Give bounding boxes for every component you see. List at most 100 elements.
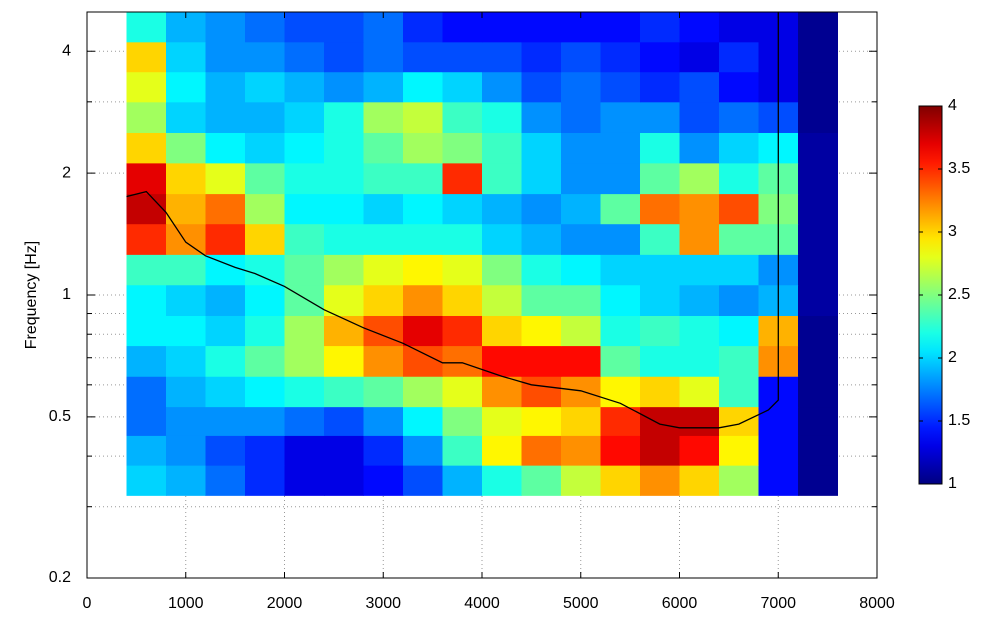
colorbar-tick-label: 3.5 bbox=[948, 160, 970, 177]
heatmap-cell bbox=[126, 465, 167, 496]
heatmap-cell bbox=[324, 465, 364, 496]
heatmap-cell bbox=[126, 345, 167, 377]
x-tick-label: 8000 bbox=[859, 595, 895, 612]
heatmap-cell bbox=[403, 435, 443, 466]
heatmap-cell bbox=[679, 465, 720, 496]
heatmap-cell bbox=[324, 101, 364, 133]
heatmap-cell bbox=[205, 41, 246, 73]
heatmap-cell bbox=[679, 345, 720, 377]
heatmap-cell bbox=[324, 315, 364, 347]
heatmap-cell bbox=[798, 435, 838, 466]
heatmap-cell bbox=[284, 101, 325, 133]
heatmap-cell bbox=[719, 315, 759, 347]
heatmap-cell bbox=[205, 71, 246, 103]
heatmap-cell bbox=[521, 406, 562, 436]
heatmap-cell bbox=[640, 162, 680, 195]
heatmap-cell bbox=[719, 71, 759, 103]
heatmap-cell bbox=[403, 254, 443, 286]
heatmap-cell bbox=[679, 132, 720, 164]
heatmap-cell bbox=[126, 406, 167, 436]
heatmap-cell bbox=[442, 132, 483, 164]
heatmap-cell bbox=[640, 465, 680, 496]
heatmap-cell bbox=[363, 71, 404, 103]
heatmap-cell bbox=[719, 193, 759, 225]
heatmap-cell bbox=[482, 162, 522, 195]
heatmap-cell bbox=[166, 162, 206, 195]
heatmap-cell bbox=[205, 435, 246, 466]
heatmap-cell bbox=[284, 162, 325, 195]
heatmap-cell bbox=[442, 71, 483, 103]
heatmap-cell bbox=[284, 435, 325, 466]
colorbar-tick-label: 4 bbox=[948, 97, 957, 114]
heatmap-cell bbox=[482, 284, 522, 316]
heatmap-cell bbox=[245, 254, 285, 286]
heatmap-cell bbox=[166, 465, 206, 496]
heatmap-cell bbox=[403, 41, 443, 73]
heatmap-cell bbox=[719, 223, 759, 255]
heatmap-cell bbox=[719, 376, 759, 408]
heatmap-cell bbox=[561, 162, 601, 195]
heatmap-cell bbox=[205, 345, 246, 377]
heatmap-cell bbox=[798, 101, 838, 133]
heatmap-cell bbox=[521, 223, 562, 255]
heatmap-cell bbox=[442, 315, 483, 347]
heatmap-cell bbox=[245, 284, 285, 316]
x-tick-label: 4000 bbox=[464, 595, 500, 612]
heatmap-cell bbox=[600, 101, 641, 133]
heatmap-cell bbox=[166, 223, 206, 255]
heatmap-cell bbox=[719, 406, 759, 436]
heatmap-cell bbox=[561, 254, 601, 286]
ridge-line bbox=[126, 12, 779, 429]
colorbar-tick-label: 2.5 bbox=[948, 286, 970, 303]
heatmap-cell bbox=[561, 345, 601, 377]
y-tick-label: 0.2 bbox=[49, 569, 71, 586]
heatmap-cell bbox=[600, 71, 641, 103]
heatmap-cell bbox=[679, 12, 720, 43]
heatmap-cell bbox=[205, 193, 246, 225]
heatmap-cell bbox=[719, 12, 759, 43]
x-tick-label: 6000 bbox=[662, 595, 698, 612]
heatmap-cell bbox=[245, 41, 285, 73]
colorbar-tick-label: 1 bbox=[948, 475, 957, 492]
heatmap-cell bbox=[561, 284, 601, 316]
heatmap-cell bbox=[166, 101, 206, 133]
heatmap-cell bbox=[363, 345, 404, 377]
heatmap-cell bbox=[521, 101, 562, 133]
heatmap-cell bbox=[166, 284, 206, 316]
heatmap-cell bbox=[284, 71, 325, 103]
heatmap-cell bbox=[561, 315, 601, 347]
heatmap-cell bbox=[640, 41, 680, 73]
heatmap-cell bbox=[600, 284, 641, 316]
heatmap-cell bbox=[284, 376, 325, 408]
heatmap-cell bbox=[482, 376, 522, 408]
heatmap-cell bbox=[284, 193, 325, 225]
heatmap-cell bbox=[482, 193, 522, 225]
heatmap-cell bbox=[482, 254, 522, 286]
heatmap-cell bbox=[679, 193, 720, 225]
heatmap-cell bbox=[126, 284, 167, 316]
heatmap-cell bbox=[600, 254, 641, 286]
heatmap-cell bbox=[284, 12, 325, 43]
heatmap-cell bbox=[363, 193, 404, 225]
heatmap-cell bbox=[363, 132, 404, 164]
heatmap-cell bbox=[442, 376, 483, 408]
heatmap-cell bbox=[284, 315, 325, 347]
heatmap-cell bbox=[561, 465, 601, 496]
heatmap-cell bbox=[245, 132, 285, 164]
heatmap-cell bbox=[758, 435, 799, 466]
heatmap-cell bbox=[284, 223, 325, 255]
heatmap-cell bbox=[600, 162, 641, 195]
heatmap-cell bbox=[245, 71, 285, 103]
heatmap-cell bbox=[719, 435, 759, 466]
heatmap-cell bbox=[561, 71, 601, 103]
heatmap-cell bbox=[442, 223, 483, 255]
heatmap-cell bbox=[521, 12, 562, 43]
heatmap-cell bbox=[324, 41, 364, 73]
heatmap-cell bbox=[205, 132, 246, 164]
heatmap-cell bbox=[284, 132, 325, 164]
heatmap-cell bbox=[245, 162, 285, 195]
heatmap-cell bbox=[600, 406, 641, 436]
heatmap-cell bbox=[245, 101, 285, 133]
heatmap-cell bbox=[600, 41, 641, 73]
heatmap-cell bbox=[403, 376, 443, 408]
